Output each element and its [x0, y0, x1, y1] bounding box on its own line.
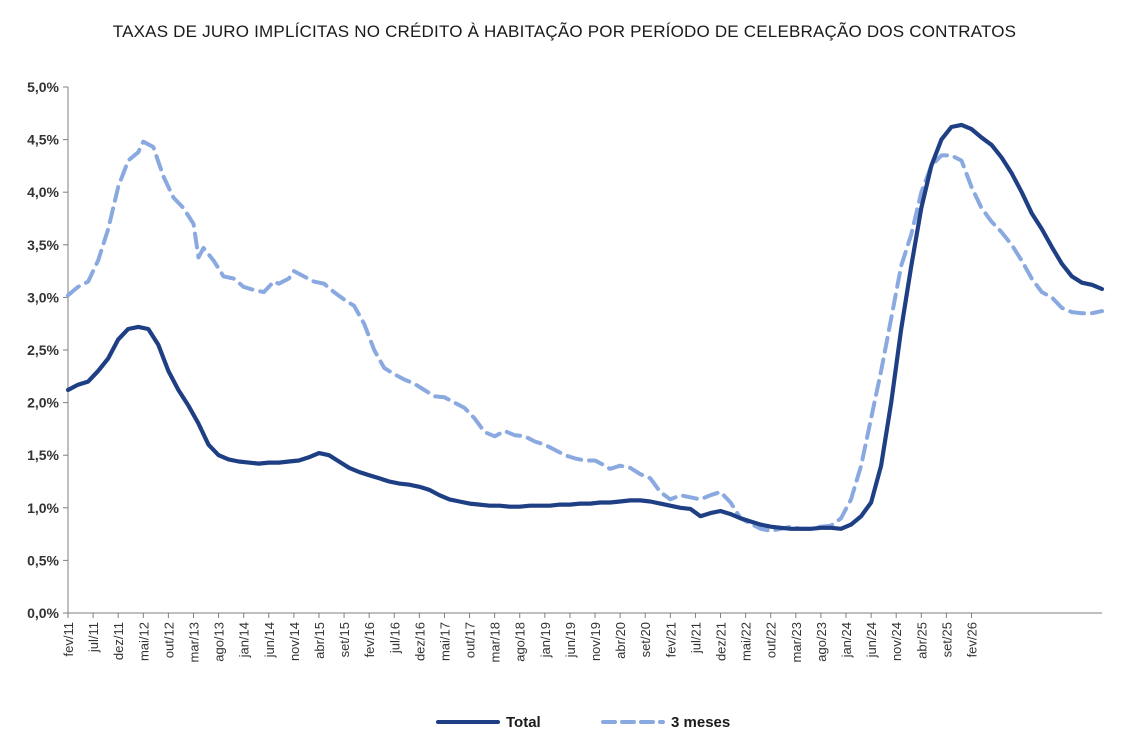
y-tick-label: 0,0%: [27, 605, 59, 621]
x-tick-label: fev/11: [61, 622, 76, 656]
x-tick-label: out/22: [764, 622, 779, 658]
y-tick-label: 1,5%: [27, 447, 59, 463]
x-tick-label: abr/15: [312, 622, 327, 659]
x-tick-label: jul/21: [688, 622, 703, 654]
x-tick-label: fev/16: [362, 622, 377, 657]
chart-title: TAXAS DE JURO IMPLÍCITAS NO CRÉDITO À HA…: [112, 22, 1017, 41]
legend-label: 3 meses: [671, 714, 730, 731]
x-tick-label: mar/18: [488, 622, 503, 662]
series-line-total: [65, 122, 1105, 531]
x-tick-label: dez/16: [412, 622, 427, 661]
x-tick-label: out/17: [463, 622, 478, 658]
x-tick-label: dez/11: [111, 622, 126, 660]
plot-area: [65, 122, 1105, 533]
x-tick-label: fev/26: [964, 622, 979, 657]
x-tick-label: fev/21: [663, 622, 678, 657]
y-tick-label: 1,0%: [27, 500, 59, 516]
x-tick-label: ago/18: [513, 622, 528, 662]
x-tick-label: nov/24: [889, 622, 904, 661]
x-tick-label: mai/22: [739, 622, 754, 661]
y-tick-label: 3,5%: [27, 237, 59, 253]
series-line-3-meses: [66, 139, 1104, 533]
x-tick-label: ago/23: [814, 622, 829, 662]
x-tick-label: jan/19: [538, 622, 553, 658]
y-tick-label: 0,5%: [27, 552, 59, 568]
x-tick-label: set/25: [939, 622, 954, 657]
y-tick-label: 5,0%: [27, 79, 59, 95]
x-tick-label: dez/21: [714, 622, 729, 661]
legend: Total 3 meses: [436, 714, 730, 731]
x-tick-label: jun/24: [864, 622, 879, 658]
x-tick-label: jun/14: [262, 622, 277, 658]
legend-label: Total: [506, 714, 541, 731]
x-axis: fev/11 jul/11 dez/11 mai/12 out/12 mar/13 ago/…: [61, 612, 1102, 662]
x-tick-label: jul/11: [86, 622, 101, 653]
x-tick-label: out/12: [161, 622, 176, 658]
x-tick-label: mai/17: [437, 622, 452, 661]
y-tick-label: 4,5%: [27, 132, 59, 148]
y-tick-label: 3,0%: [27, 289, 59, 305]
x-tick-label: abr/20: [613, 622, 628, 659]
x-tick-label: jul/16: [387, 622, 402, 654]
x-tick-label: abr/25: [914, 622, 929, 659]
x-tick-label: set/20: [638, 622, 653, 657]
y-tick-label: 2,5%: [27, 342, 59, 358]
y-tick-label: 4,0%: [27, 184, 59, 200]
x-tick-label: ago/13: [212, 622, 227, 662]
x-tick-label: jun/19: [563, 622, 578, 658]
x-tick-label: mar/23: [789, 622, 804, 662]
y-tick-label: 2,0%: [27, 395, 59, 411]
x-tick-label: jan/14: [237, 622, 252, 658]
x-tick-label: nov/19: [588, 622, 603, 661]
x-tick-label: mar/13: [186, 622, 201, 662]
x-tick-label: jan/24: [839, 622, 854, 658]
y-axis: 0,0% 0,5% 1,0% 1,5% 2,0% 2,5% 3,0% 3,5% 4,0% 4,5%…: [27, 79, 69, 621]
x-tick-label: set/15: [337, 622, 352, 657]
x-tick-label: mai/12: [136, 622, 151, 661]
x-tick-label: nov/14: [287, 622, 302, 661]
